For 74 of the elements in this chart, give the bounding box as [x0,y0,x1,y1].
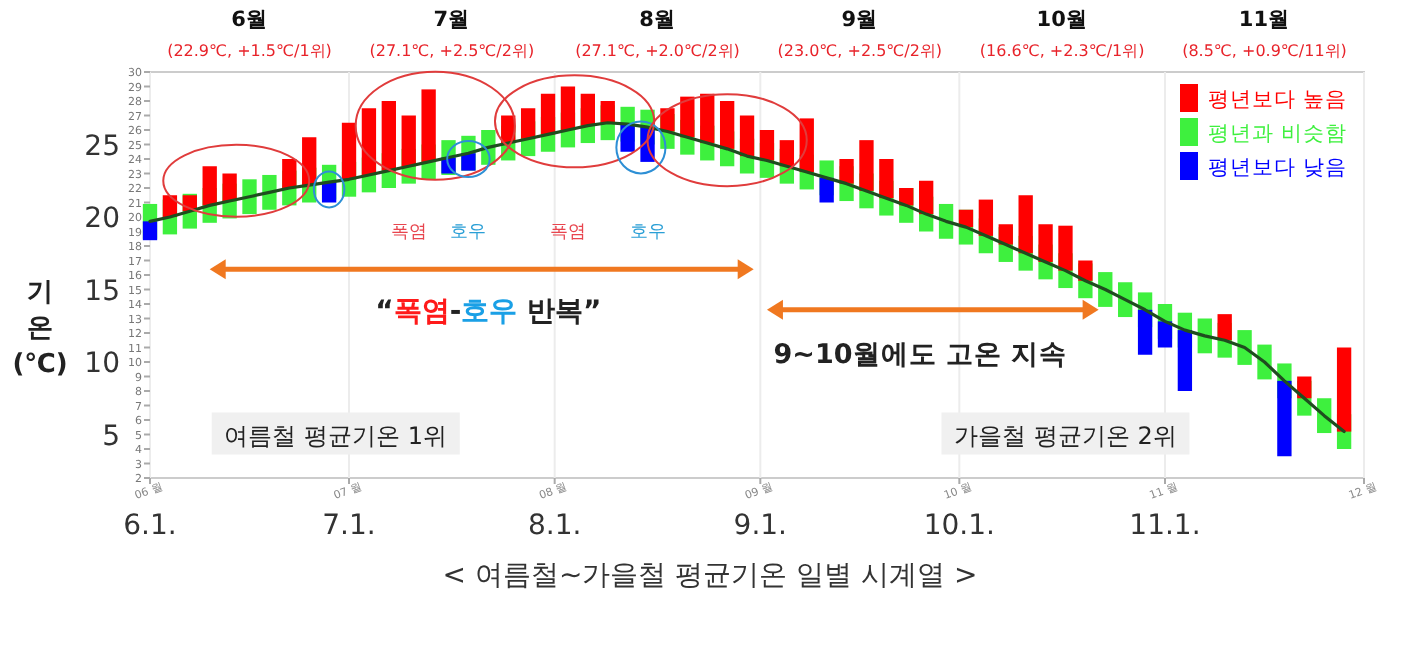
bar [142,221,158,241]
bar [1177,330,1193,391]
bar [520,108,536,139]
bar [600,101,615,123]
x2-tick-label: 8.1. [527,510,582,542]
bar [919,180,934,215]
bar [1157,321,1173,348]
bar [700,93,715,144]
bar [381,101,396,171]
text: (22.9℃, +1.5℃/1위) [167,42,332,60]
bar [1058,225,1073,271]
text: 11월 [1238,8,1291,32]
legend-label: 평년보다 높음 [1208,88,1347,112]
text: (8.5℃, +0.9℃/11위) [1182,42,1347,60]
bar [779,140,795,167]
text: (23.0℃, +2.5℃/2위) [777,42,943,60]
text: (27.1℃, +2.0℃/2위) [575,42,740,60]
bar [859,140,874,191]
bar [222,173,237,202]
y-axis-title: 기 온 (℃) [12,278,68,380]
text: (16.6℃, +2.3℃/1위) [979,42,1145,60]
x2-tick-label: 6.1. [123,510,177,542]
bar [202,166,217,206]
text: < 여름철~가을철 평균기온 일별 시계열 > [442,560,978,592]
annotation: 폭염 [390,223,427,244]
bar [879,159,894,199]
text: 6월 [231,8,268,32]
legend-label: 평년보다 낮음 [1208,156,1347,180]
bar [1078,260,1093,281]
bar [1137,309,1153,355]
annotation: 여름철 평균기온 1위 [224,421,448,450]
y-tick-label: 20 [84,203,120,235]
bar [341,122,357,180]
text: 7월 [433,8,471,32]
bar [819,177,834,203]
x2-tick-label: 10.1. [923,510,995,542]
bar [361,108,377,175]
x2-tick-label: 7.1. [322,510,376,542]
annotation: “폭염-호우 반복” [375,295,602,328]
text: 8월 [639,8,676,32]
y-tick-label: 25 [84,130,120,163]
bar [1038,224,1053,262]
y-tick-label: 15 [84,275,120,308]
bar [719,101,735,149]
annotation: 폭염 [549,223,586,244]
bar [1336,347,1352,432]
x2-tick-label: 11.1. [1129,510,1201,542]
text: (27.1℃, +2.5℃/2위) [369,42,535,60]
bar [978,199,994,236]
bar [262,174,277,210]
bar [1277,380,1292,457]
bar [759,130,775,161]
legend-label: 평년과 비슷함 [1208,122,1347,146]
bar [580,93,595,126]
bar [560,86,576,130]
bar [1217,314,1232,341]
bar [839,159,854,184]
bar [282,159,297,188]
annotation: 9~10월에도 고온 지속 [773,339,1068,372]
x2-tick-label: 9.1. [733,510,788,542]
bar [680,96,695,138]
y-tick-label: 5 [102,420,120,453]
bar [739,115,755,157]
bar [540,93,556,135]
y-tick-label: 10 [84,348,120,380]
bar [401,115,416,167]
bar [242,179,257,215]
annotation: 가을철 평균기온 2위 [954,421,1177,450]
bar [1018,195,1033,254]
annotation: 호우 [629,223,666,244]
annotation: 호우 [450,223,487,244]
bar [421,89,436,162]
text: 10월 [1036,8,1088,32]
text: 9월 [841,8,879,32]
